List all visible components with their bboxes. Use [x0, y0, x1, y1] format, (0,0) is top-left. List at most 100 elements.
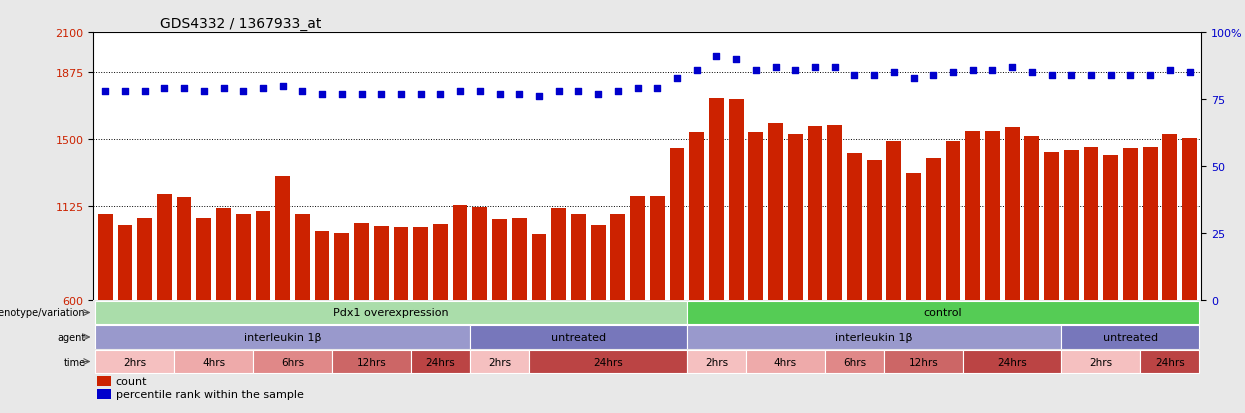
- Bar: [985, 132, 1000, 301]
- Bar: [884, 350, 962, 373]
- Bar: [590, 225, 605, 301]
- Point: [924, 73, 944, 79]
- Bar: [255, 211, 270, 301]
- Point: [312, 91, 332, 98]
- Point: [588, 91, 608, 98]
- Bar: [1025, 136, 1040, 301]
- Bar: [97, 389, 111, 399]
- Bar: [335, 234, 349, 301]
- Bar: [1140, 350, 1199, 373]
- Point: [884, 70, 904, 76]
- Text: untreated: untreated: [1103, 332, 1158, 342]
- Point: [982, 67, 1002, 74]
- Point: [529, 94, 549, 100]
- Bar: [1062, 325, 1199, 349]
- Bar: [275, 177, 290, 301]
- Bar: [552, 209, 566, 301]
- Point: [864, 73, 884, 79]
- Point: [844, 73, 864, 79]
- Point: [391, 91, 411, 98]
- Point: [174, 86, 194, 93]
- Bar: [532, 235, 547, 301]
- Bar: [97, 376, 111, 386]
- Point: [608, 88, 627, 95]
- Bar: [472, 208, 487, 301]
- Point: [351, 91, 371, 98]
- Bar: [433, 225, 448, 301]
- Point: [726, 57, 746, 63]
- Text: time: time: [63, 357, 86, 367]
- Point: [233, 88, 253, 95]
- Point: [1140, 73, 1160, 79]
- Point: [1061, 73, 1081, 79]
- Bar: [906, 174, 921, 301]
- Bar: [1083, 148, 1098, 301]
- Text: GDS4332 / 1367933_at: GDS4332 / 1367933_at: [159, 17, 321, 31]
- Point: [824, 64, 844, 71]
- Bar: [768, 124, 783, 301]
- Bar: [965, 132, 980, 301]
- Bar: [650, 196, 665, 301]
- Point: [569, 88, 589, 95]
- Point: [273, 83, 293, 90]
- Text: interleukin 1β: interleukin 1β: [835, 332, 913, 342]
- Bar: [630, 196, 645, 301]
- Text: 2hrs: 2hrs: [123, 357, 147, 367]
- Bar: [748, 133, 763, 301]
- Point: [214, 86, 234, 93]
- Text: 24hrs: 24hrs: [1155, 357, 1185, 367]
- Bar: [117, 225, 132, 301]
- Point: [431, 91, 451, 98]
- Text: 2hrs: 2hrs: [705, 357, 728, 367]
- Bar: [1005, 128, 1020, 301]
- Bar: [1064, 151, 1078, 301]
- Point: [489, 91, 509, 98]
- Point: [1002, 64, 1022, 71]
- Point: [194, 88, 214, 95]
- Bar: [354, 224, 369, 301]
- Bar: [687, 301, 1199, 325]
- Point: [786, 67, 806, 74]
- Point: [1120, 73, 1140, 79]
- Bar: [825, 350, 884, 373]
- Text: 24hrs: 24hrs: [997, 357, 1027, 367]
- Bar: [828, 126, 842, 301]
- Text: 6hrs: 6hrs: [281, 357, 304, 367]
- Bar: [98, 214, 112, 301]
- Text: count: count: [116, 376, 147, 386]
- Bar: [746, 350, 825, 373]
- Text: percentile rank within the sample: percentile rank within the sample: [116, 389, 304, 399]
- Bar: [374, 226, 388, 301]
- Bar: [1143, 147, 1158, 301]
- Bar: [174, 350, 253, 373]
- Bar: [808, 127, 823, 301]
- Text: Pdx1 overexpression: Pdx1 overexpression: [334, 308, 449, 318]
- Bar: [1062, 350, 1140, 373]
- Point: [627, 86, 647, 93]
- Point: [1179, 70, 1199, 76]
- Point: [706, 54, 726, 60]
- Point: [469, 88, 489, 95]
- Bar: [670, 149, 685, 301]
- Bar: [315, 232, 330, 301]
- Bar: [96, 350, 174, 373]
- Point: [134, 88, 154, 95]
- Point: [371, 91, 391, 98]
- Point: [766, 64, 786, 71]
- Bar: [708, 99, 723, 301]
- Point: [1101, 73, 1120, 79]
- Point: [411, 91, 431, 98]
- Bar: [217, 209, 230, 301]
- Point: [904, 75, 924, 82]
- Point: [451, 88, 471, 95]
- Point: [1022, 70, 1042, 76]
- Point: [509, 91, 529, 98]
- Bar: [571, 214, 586, 301]
- Bar: [847, 153, 862, 301]
- Text: 2hrs: 2hrs: [1089, 357, 1113, 367]
- Bar: [469, 350, 529, 373]
- Bar: [177, 198, 192, 301]
- Bar: [157, 195, 172, 301]
- Bar: [886, 142, 901, 301]
- Bar: [413, 228, 428, 301]
